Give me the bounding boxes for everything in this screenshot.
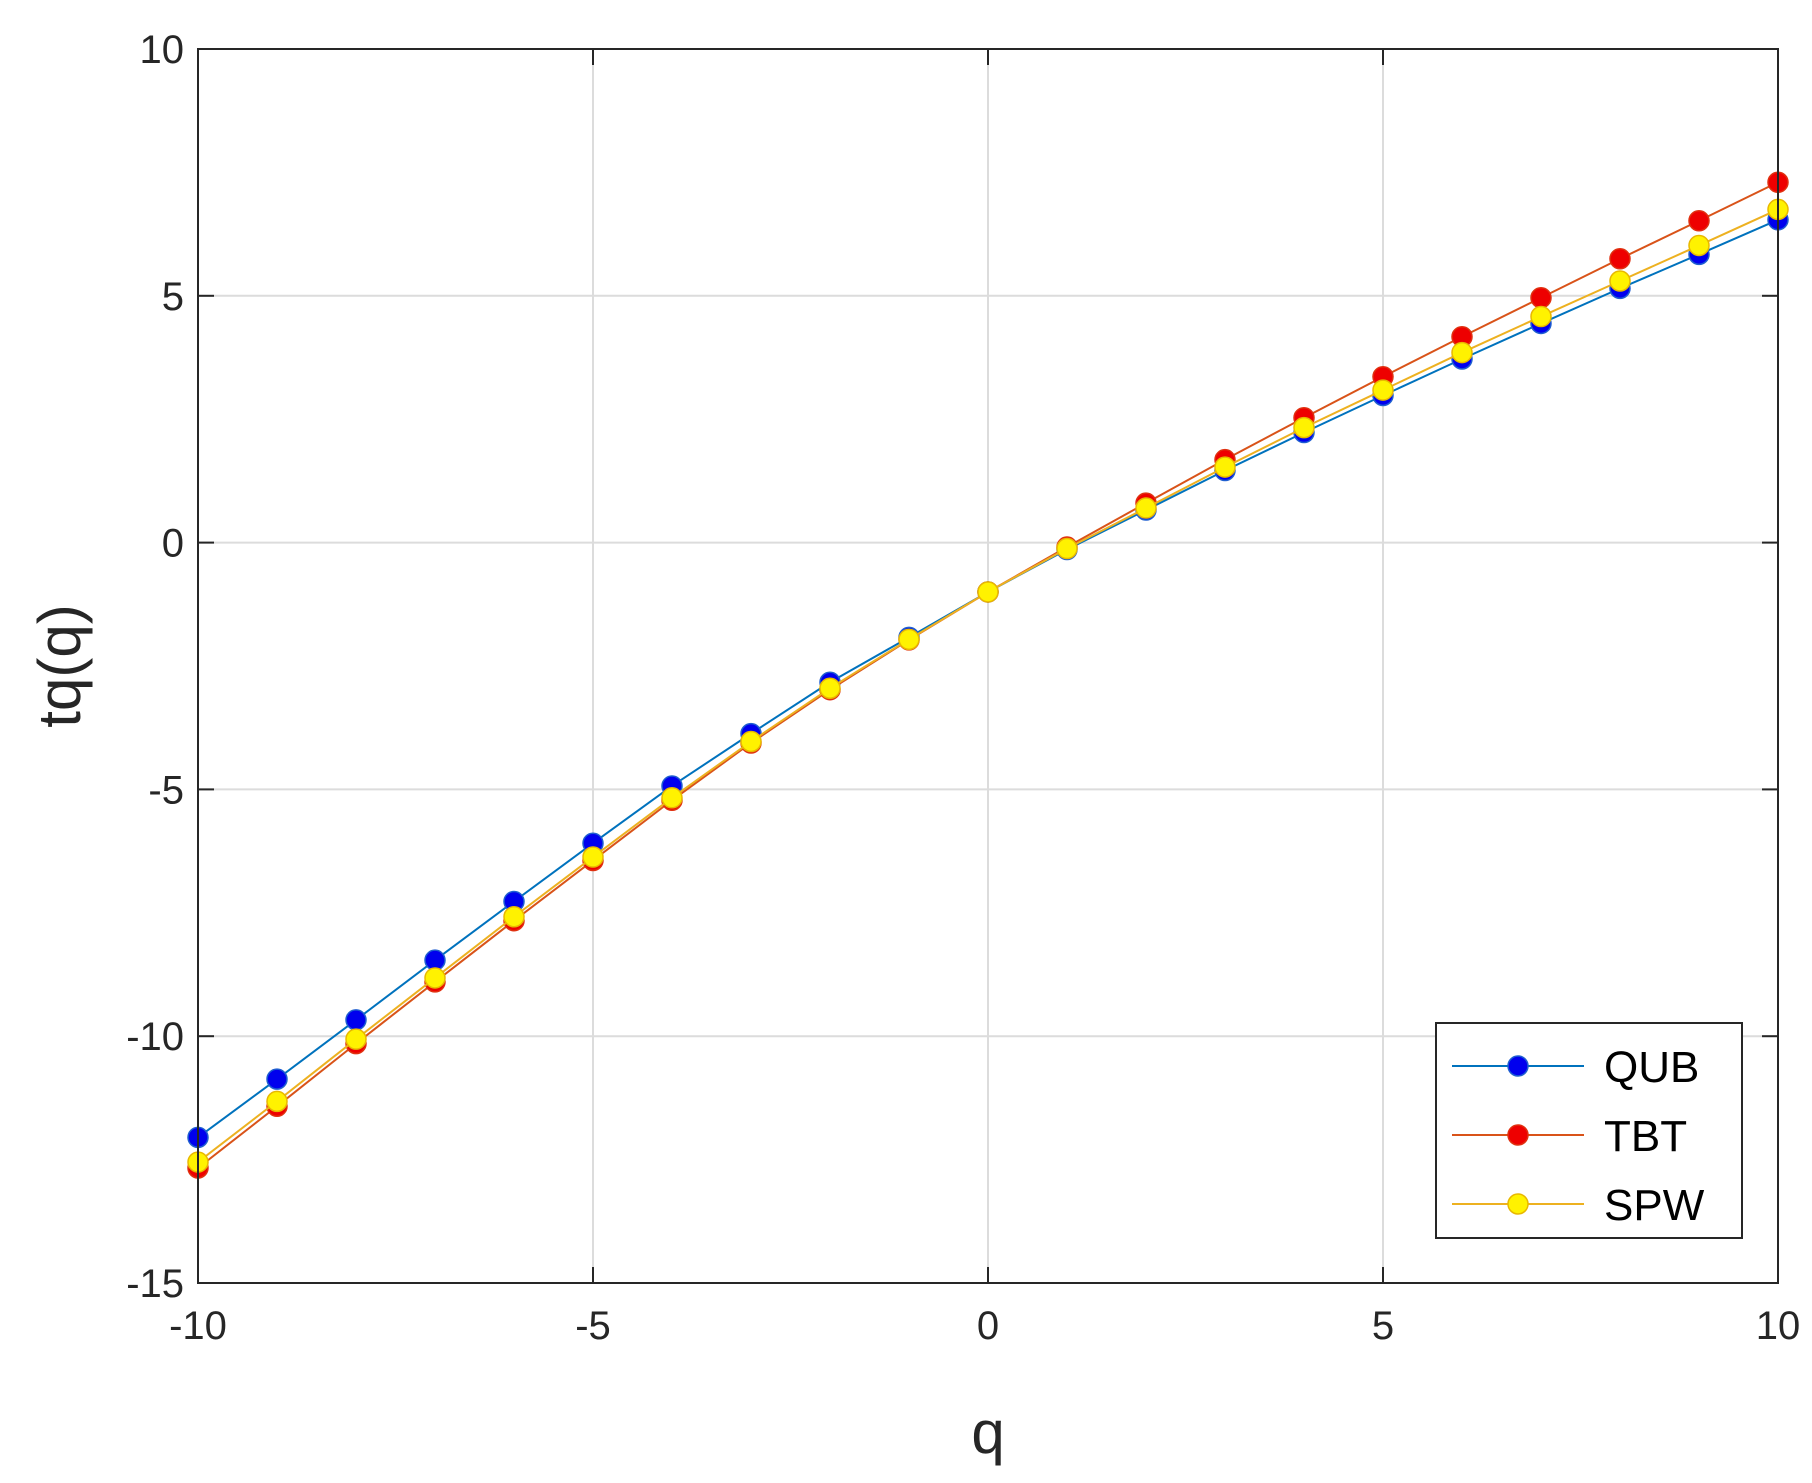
data-point-spw [1530,305,1552,328]
legend-marker-tbt [1507,1124,1529,1146]
data-point-spw [424,967,446,989]
legend-marker-spw [1507,1193,1529,1215]
y-tick-label: 10 [140,28,185,72]
y-tick-label: -15 [126,1262,184,1306]
data-point-spw [1451,341,1473,364]
data-point-qub [266,1068,288,1090]
data-point-tbt [1530,287,1552,309]
data-point-qub [345,1009,367,1031]
data-point-spw [1056,537,1078,560]
data-point-spw [1609,270,1631,292]
data-point-spw [345,1028,367,1050]
data-point-spw [1135,497,1157,519]
y-axis-title: tq(q) [26,604,93,727]
x-tick-label: -5 [575,1304,611,1348]
data-point-spw [1688,234,1710,257]
data-point-tbt [1688,210,1710,232]
legend-marker-qub [1507,1055,1529,1077]
data-point-spw [977,581,999,603]
data-point-spw [582,846,604,868]
x-tick-label: 10 [1756,1304,1801,1348]
legend-label-spw: SPW [1604,1181,1705,1230]
data-point-spw [898,628,920,651]
data-point-qub [424,949,446,971]
x-tick-label: 5 [1372,1304,1394,1348]
y-tick-label: -5 [148,768,184,812]
y-tick-label: 0 [162,522,184,566]
data-point-spw [503,905,525,928]
x-axis-title: q [971,1399,1004,1466]
legend-label-qub: QUB [1604,1043,1699,1092]
data-point-spw [740,730,762,753]
data-point-spw [1293,416,1315,439]
legend-label-tbt: TBT [1604,1112,1687,1161]
x-tick-label: -10 [169,1304,227,1348]
x-tick-label: 0 [977,1304,999,1348]
data-point-spw [661,787,683,809]
data-point-spw [1372,379,1394,401]
y-tick-label: -10 [126,1015,184,1059]
series-layer [187,171,1789,1179]
data-point-spw [1214,456,1236,478]
data-point-spw [266,1090,288,1113]
y-tick-label: 5 [162,275,184,319]
data-point-tbt [1609,248,1631,270]
legend: QUB TBT SPW [1435,1022,1743,1239]
legend-box [1435,1022,1743,1239]
data-point-spw [819,677,841,699]
